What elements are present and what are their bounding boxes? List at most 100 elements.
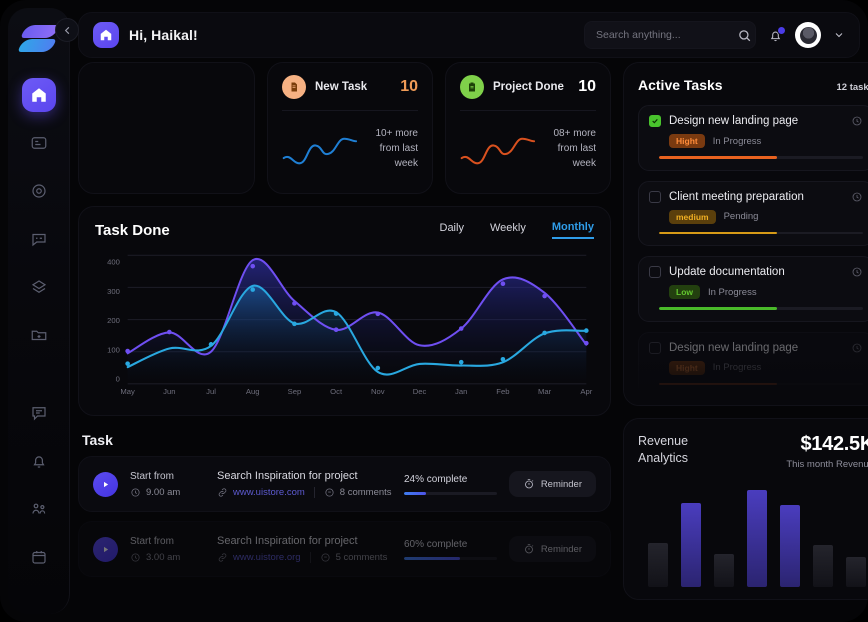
sidebar-item-folder-add[interactable] [22, 318, 56, 352]
divider [282, 110, 418, 111]
active-task-list: Design new landing page Hight In Progres… [638, 105, 868, 397]
task-checkbox[interactable] [649, 115, 661, 127]
priority-badge: Hight [669, 134, 705, 148]
chart-title: Task Done [95, 221, 170, 239]
right-column: Active Tasks 12 tasks Design new landing… [623, 62, 868, 614]
sidebar-nav-secondary [8, 396, 69, 574]
revenue-amount: $142.5K [800, 433, 868, 455]
clock-icon[interactable] [851, 342, 863, 354]
task-row[interactable]: Start from 3.00 am Search Inspiration fo… [78, 521, 611, 577]
task-progress-bar [659, 231, 863, 234]
stat-sub-line1: 08+ more [553, 127, 596, 139]
home-icon [93, 22, 119, 48]
revenue-bar [813, 544, 833, 587]
task-time-column: Start from 3.00 am [130, 536, 205, 563]
chart-plot-area: 0 100 200 300 400 May Jun Jul Aug Sep Oct Nov Dec Jan… [95, 249, 594, 407]
svg-text:Aug: Aug [246, 387, 260, 396]
revenue-bar [780, 505, 800, 587]
left-column: New Task 10 10+ more from last week [78, 62, 611, 614]
stat-value: 10 [400, 78, 418, 95]
task-info-column: Search Inspiration for project www.uisto… [217, 535, 392, 563]
task-name: Update documentation [669, 266, 785, 278]
task-progress-bar [659, 307, 863, 310]
reminder-button[interactable]: Reminder [508, 536, 596, 562]
notification-bell-icon[interactable] [768, 25, 786, 43]
task-checkbox[interactable] [649, 266, 661, 278]
svg-text:Mar: Mar [538, 387, 552, 396]
chevron-down-icon[interactable] [833, 29, 845, 41]
svg-text:Dec: Dec [413, 387, 427, 396]
active-task-card[interactable]: Client meeting preparation medium Pendin… [638, 180, 868, 246]
stat-sub-line2: from last week [379, 142, 418, 169]
sidebar-nav-primary [8, 78, 69, 352]
task-row[interactable]: Start from 9.00 am Search Inspiration fo… [78, 456, 611, 512]
task-link[interactable]: www.uistore.com [217, 487, 305, 498]
priority-badge: Low [669, 285, 700, 299]
active-task-card[interactable]: Update documentation Low In Progress [638, 256, 868, 322]
start-label: Start from [130, 535, 174, 547]
sparkline-new-task [282, 137, 358, 165]
chart-labels: 0 100 200 300 400 May Jun Jul Aug Sep Oct Nov Dec Jan… [107, 258, 593, 397]
sidebar-item-layers[interactable] [22, 270, 56, 304]
task-progress-column: 24% complete [403, 473, 497, 495]
stat-card-project-done[interactable]: Project Done 10 08+ more from last week [445, 62, 611, 194]
progress-label: 60% complete [403, 538, 468, 550]
sidebar-item-dashboard[interactable] [22, 126, 56, 160]
reminder-button[interactable]: Reminder [508, 471, 596, 497]
task-comments[interactable]: 5 comments [320, 552, 387, 563]
task-name: Design new landing page [669, 341, 799, 354]
clock-icon[interactable] [851, 115, 863, 127]
task-name: Design new landing page [669, 115, 799, 127]
sidebar-item-target[interactable] [22, 174, 56, 208]
play-button[interactable] [93, 471, 118, 497]
search-icon[interactable] [737, 28, 752, 43]
task-time: 3.00 am [130, 552, 205, 563]
revenue-title-line2: Analytics [638, 450, 689, 465]
task-time: 9.00 am [130, 487, 205, 498]
app-logo-icon [17, 22, 59, 58]
active-task-card[interactable]: Design new landing page Hight In Progres… [638, 105, 868, 171]
clock-icon[interactable] [851, 191, 863, 203]
search-box[interactable] [584, 21, 756, 49]
task-comments[interactable]: 8 comments [324, 487, 392, 498]
greeting-group: Hi, Haikal! [93, 22, 198, 48]
task-link[interactable]: www.uistore.org [217, 552, 301, 563]
task-progress-bar [659, 382, 863, 385]
task-section-title: Task [82, 432, 113, 448]
svg-text:0: 0 [116, 375, 120, 384]
chart-tabs: Daily Weekly Monthly [439, 221, 594, 239]
stat-title: New Task [315, 81, 368, 93]
clock-icon[interactable] [851, 266, 863, 278]
task-checkbox[interactable] [649, 341, 661, 354]
sidebar-item-team[interactable] [22, 492, 56, 526]
progress-label: 24% complete [403, 473, 468, 485]
sidebar-item-calendar[interactable] [22, 540, 56, 574]
progress-bar [403, 491, 497, 495]
sidebar-item-message[interactable] [22, 396, 56, 430]
document-icon [282, 75, 306, 99]
stat-card-new-task[interactable]: New Task 10 10+ more from last week [267, 62, 433, 194]
task-time-column: Start from 9.00 am [130, 471, 205, 498]
sidebar-item-bell[interactable] [22, 444, 56, 478]
svg-text:Apr: Apr [580, 387, 592, 396]
task-title: Search Inspiration for project [216, 470, 358, 482]
search-input[interactable] [596, 29, 731, 41]
sidebar-collapse-button[interactable] [55, 18, 79, 42]
revenue-bar [714, 554, 734, 587]
sidebar-item-chat-bubble[interactable] [22, 222, 56, 256]
avatar[interactable] [795, 22, 821, 48]
sidebar-item-home[interactable] [21, 78, 56, 112]
tab-daily[interactable]: Daily [439, 222, 464, 234]
start-label: Start from [130, 470, 174, 482]
revenue-title: Revenue Analytics [638, 433, 688, 467]
task-title: Search Inspiration for project [216, 535, 358, 547]
task-status: Pending [723, 211, 759, 222]
play-button[interactable] [93, 536, 118, 562]
task-checkbox[interactable] [649, 190, 661, 203]
divider [460, 110, 596, 111]
tab-weekly[interactable]: Weekly [489, 222, 526, 234]
active-task-card[interactable]: Design new landing page Hight In Progres… [638, 331, 868, 397]
revenue-analytics-card: Revenue Analytics $142.5K This month Rev… [623, 418, 868, 600]
tab-monthly[interactable]: Monthly [551, 221, 594, 239]
